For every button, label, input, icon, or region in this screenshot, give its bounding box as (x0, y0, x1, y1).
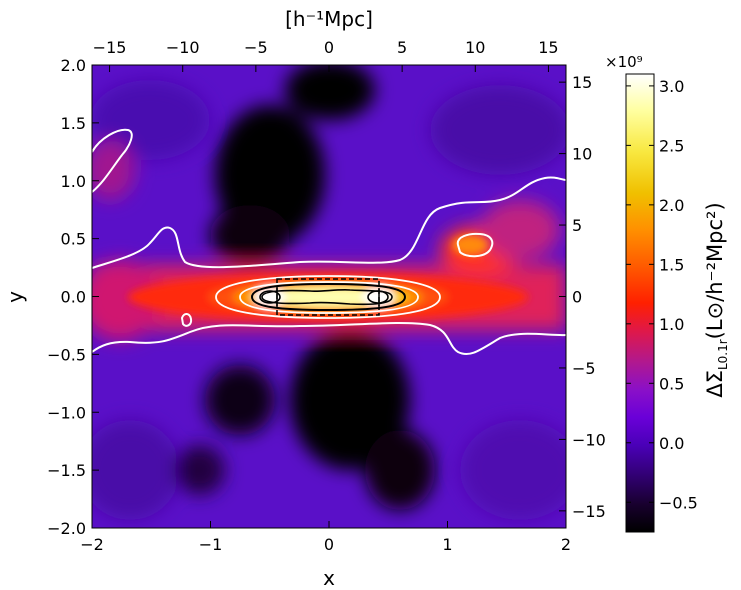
y2-tick-label: −10 (572, 430, 606, 449)
colorbar-tick-label: 3.0 (659, 77, 684, 96)
y-tick-label: −0.5 (47, 345, 86, 364)
colorbar-label-sub: L0.1r (716, 339, 730, 370)
y2-tick-label: −15 (572, 502, 606, 521)
top-axis-label: [h⁻¹Mpc] (285, 7, 373, 31)
x-tick-label: −2 (80, 535, 104, 554)
colorbar: −0.5 0.0 0.5 1.0 1.5 2.0 2.5 3.0 ×10⁹ ΔΣL0.1r(L… (605, 53, 730, 533)
y-axis-label: y (3, 291, 27, 303)
colorbar-tick-label: 2.0 (659, 196, 684, 215)
contour-outer-filament (92, 176, 566, 356)
contour-inner-ring-1 (215, 275, 441, 319)
colorbar-tick-label: 2.5 (659, 136, 684, 155)
colorbar-gradient (625, 73, 655, 533)
heatmap (92, 65, 566, 528)
colorbar-tick-label: 0.0 (659, 434, 684, 453)
colorbar-tick-label: 0.5 (659, 374, 684, 393)
axes: −2 −1 0 1 2−2.0−1.5−1.0−0.50.00.51.01.52.0−1… (47, 38, 606, 554)
contour-black-ring (250, 282, 407, 312)
x2-tick-label: −15 (93, 38, 127, 57)
y-tick-label: −1.5 (47, 461, 86, 480)
x-tick-label: 2 (561, 535, 571, 554)
y2-tick-label: 0 (572, 288, 582, 307)
y2-tick-label: −5 (572, 359, 596, 378)
contour-lines (92, 128, 566, 356)
y-tick-label: 1.0 (61, 172, 86, 191)
contour-halo-right (367, 290, 389, 304)
x2-tick-label: 0 (324, 38, 334, 57)
colorbar-label-main: ΔΣ (703, 370, 727, 398)
y-tick-label: −2.0 (47, 519, 86, 538)
contour-island-right (456, 232, 494, 258)
contour-outer-upper (92, 128, 133, 193)
x-axis-label: x (323, 566, 335, 590)
y-tick-label: 2.0 (61, 56, 86, 75)
colorbar-tick-label: 1.5 (659, 255, 684, 274)
colorbar-tick-label: 1.0 (659, 315, 684, 334)
y2-tick-label: 5 (572, 216, 582, 235)
x-tick-label: −1 (199, 535, 223, 554)
y-tick-label: 1.5 (61, 114, 86, 133)
x-tick-label: 0 (324, 535, 334, 554)
contour-inner-ring-2 (239, 281, 419, 314)
contour-halo-left (259, 290, 281, 304)
colorbar-tick-label: −0.5 (659, 493, 698, 512)
y-tick-label: −1.0 (47, 403, 86, 422)
contour-island-left (180, 313, 193, 327)
y2-tick-label: 15 (572, 73, 592, 92)
x2-tick-label: −5 (244, 38, 268, 57)
colorbar-multiplier: ×10⁹ (605, 53, 643, 71)
x2-tick-label: −10 (166, 38, 200, 57)
x-tick-label: 1 (442, 535, 452, 554)
colorbar-ticks: −0.5 0.0 0.5 1.0 1.5 2.0 2.5 3.0 (626, 77, 698, 512)
x2-tick-label: 5 (397, 38, 407, 57)
y-tick-label: 0.0 (61, 288, 86, 307)
colorbar-label-units: (L⊙/h⁻²Mpc²) (703, 202, 727, 339)
x2-tick-label: 10 (465, 38, 485, 57)
x2-tick-label: 15 (538, 38, 558, 57)
contour-black-center (261, 288, 393, 306)
y-tick-label: 0.5 (61, 230, 86, 249)
y2-tick-label: 10 (572, 145, 592, 164)
colorbar-label: ΔΣL0.1r(L⊙/h⁻²Mpc²) (703, 202, 730, 397)
